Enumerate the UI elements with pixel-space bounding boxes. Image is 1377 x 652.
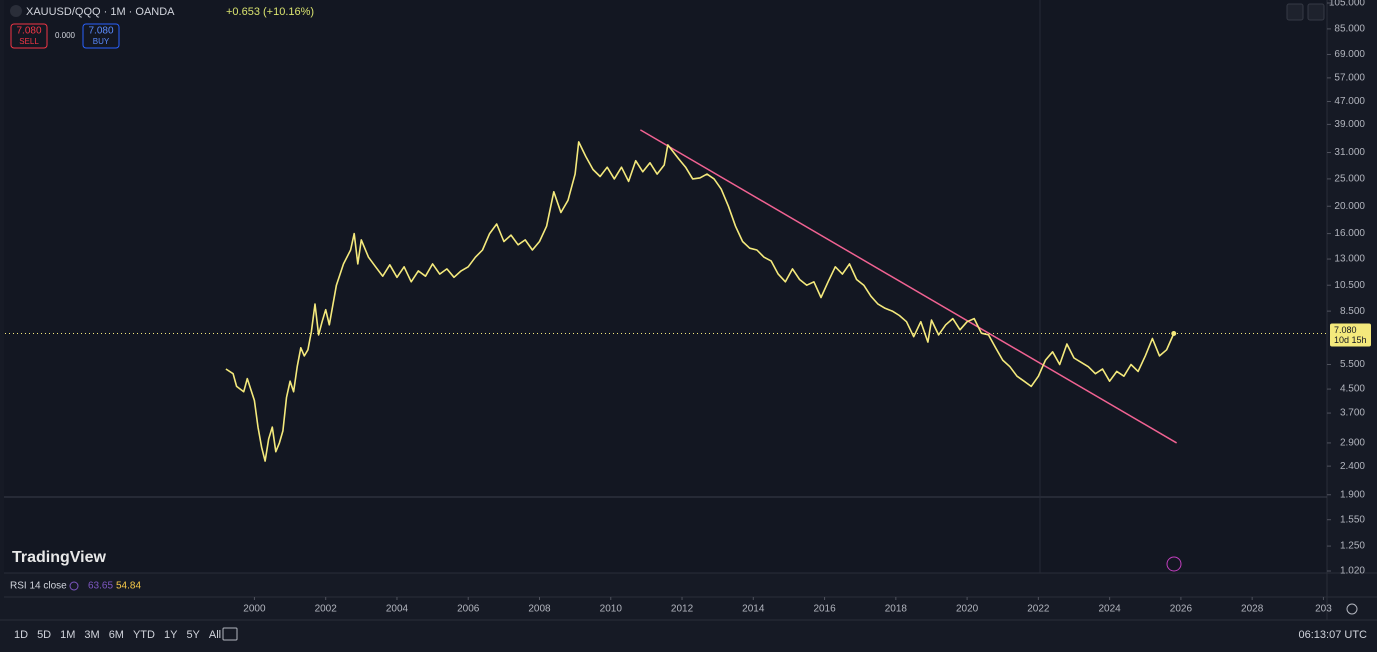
plot-area [4, 0, 1327, 573]
y-tick-label: 3.700 [1340, 408, 1365, 419]
y-tick-label: 85.000 [1334, 24, 1365, 35]
x-tick-label: 2002 [315, 604, 338, 615]
buy-button[interactable] [82, 23, 120, 49]
range-button[interactable]: All [209, 629, 221, 641]
range-button[interactable]: YTD [133, 629, 155, 641]
indicator-name: RSI 14 close [10, 581, 67, 592]
plot [5, 129, 1327, 462]
price-badge-countdown: 10d 15h [1334, 335, 1367, 345]
x-tick-label: 2016 [813, 604, 836, 615]
sell-label[interactable]: SELL [19, 37, 39, 46]
y-tick-label: 25.000 [1334, 174, 1365, 185]
last-point [1171, 331, 1177, 337]
clock: 06:13:07 UTC [1299, 629, 1368, 641]
sell-button[interactable] [10, 23, 48, 49]
y-tick-label: 20.000 [1334, 201, 1365, 212]
y-tick-label: 13.000 [1334, 254, 1365, 265]
y-tick-label: 105.000 [1329, 0, 1366, 9]
range-button[interactable]: 5Y [186, 629, 200, 641]
x-tick-label: 2024 [1099, 604, 1122, 615]
y-tick-label: 57.000 [1334, 73, 1365, 84]
logo: TradingView [12, 549, 107, 566]
x-tick-label: 2022 [1027, 604, 1050, 615]
y-tick-label: 1.550 [1340, 514, 1365, 525]
x-tick-label: 2008 [528, 604, 551, 615]
x-tick-label: 2018 [885, 604, 908, 615]
date-range-icon[interactable] [222, 627, 238, 641]
y-tick-label: 69.000 [1334, 49, 1365, 60]
settings-icon[interactable] [1346, 603, 1358, 615]
y-tick-label: 8.500 [1340, 306, 1365, 317]
y-tick-label: 31.000 [1334, 147, 1365, 158]
x-tick-label: 2020 [956, 604, 979, 615]
range-button[interactable]: 5D [37, 629, 51, 641]
buy-price[interactable]: 7.080 [88, 26, 113, 37]
indicator-value: 63.65 [88, 581, 113, 592]
y-tick-label: 47.000 [1334, 96, 1365, 107]
x-tick-label: 2010 [600, 604, 623, 615]
price-badge-label: 7.080 [1334, 325, 1357, 335]
price-line-series [225, 141, 1175, 462]
range-button[interactable]: 3M [84, 629, 99, 641]
alert-icon[interactable] [1166, 556, 1182, 572]
x-tick-label: 2026 [1170, 604, 1193, 615]
symbol[interactable]: XAUUSD/QQQ · 1M · OANDA [26, 6, 175, 18]
x-tick-label: 2028 [1241, 604, 1264, 615]
sell-price[interactable]: 7.080 [16, 26, 41, 37]
range-button[interactable]: 1Y [164, 629, 178, 641]
range-button[interactable]: 6M [109, 629, 124, 641]
x-tick-label: 2012 [671, 604, 694, 615]
range-button[interactable]: 1M [60, 629, 75, 641]
download-button[interactable] [1286, 3, 1304, 21]
y-tick-label: 4.500 [1340, 384, 1365, 395]
buy-label[interactable]: BUY [93, 37, 110, 46]
y-tick-label: 1.250 [1340, 541, 1365, 552]
x-tick-label: 2014 [742, 604, 765, 615]
y-tick-label: 2.900 [1340, 438, 1365, 449]
x-tick-label: 2004 [386, 604, 409, 615]
refresh-button[interactable] [1307, 3, 1325, 21]
y-tick-label: 39.000 [1334, 119, 1365, 130]
toolbar: 1D 5D 1M 3M 6M YTD 1Y 5Y All [14, 629, 221, 641]
range-button[interactable]: 1D [14, 629, 28, 641]
y-tick-label: 5.500 [1340, 359, 1365, 370]
y-tick-label: 16.000 [1334, 228, 1365, 239]
x-tick-label: 203 [1315, 604, 1332, 615]
y-tick-label: 1.020 [1340, 566, 1365, 577]
x-tick-label: 2006 [457, 604, 480, 615]
indicator-icon [69, 581, 79, 591]
y-tick-label: 2.400 [1340, 461, 1365, 472]
spread: 0.000 [55, 31, 76, 40]
y-tick-label: 10.500 [1334, 280, 1365, 291]
x-tick-label: 2000 [243, 604, 266, 615]
price-badge [1330, 323, 1371, 347]
indicator-value: 54.84 [116, 581, 141, 592]
y-tick-label: 1.900 [1340, 489, 1365, 500]
change: +0.653 (+10.16%) [226, 6, 314, 18]
trendline [639, 129, 1178, 444]
symbol-icon [10, 5, 22, 17]
